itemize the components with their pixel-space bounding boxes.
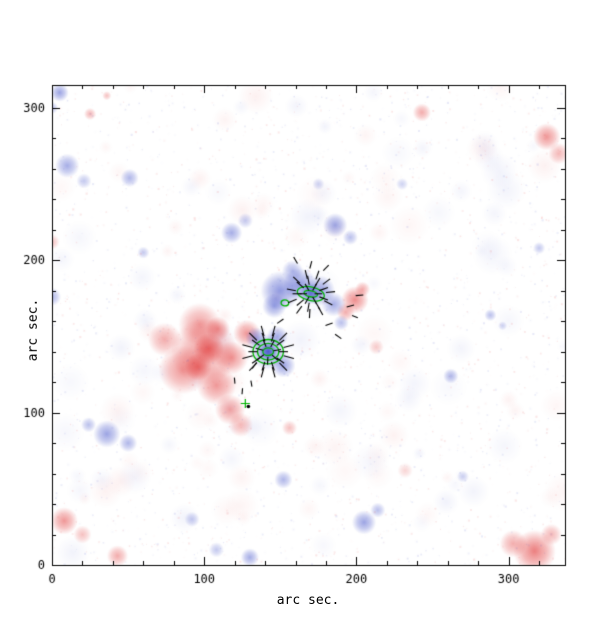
- x-axis-label: arc sec.: [276, 593, 340, 608]
- y-axis-label: arc sec.: [25, 298, 41, 362]
